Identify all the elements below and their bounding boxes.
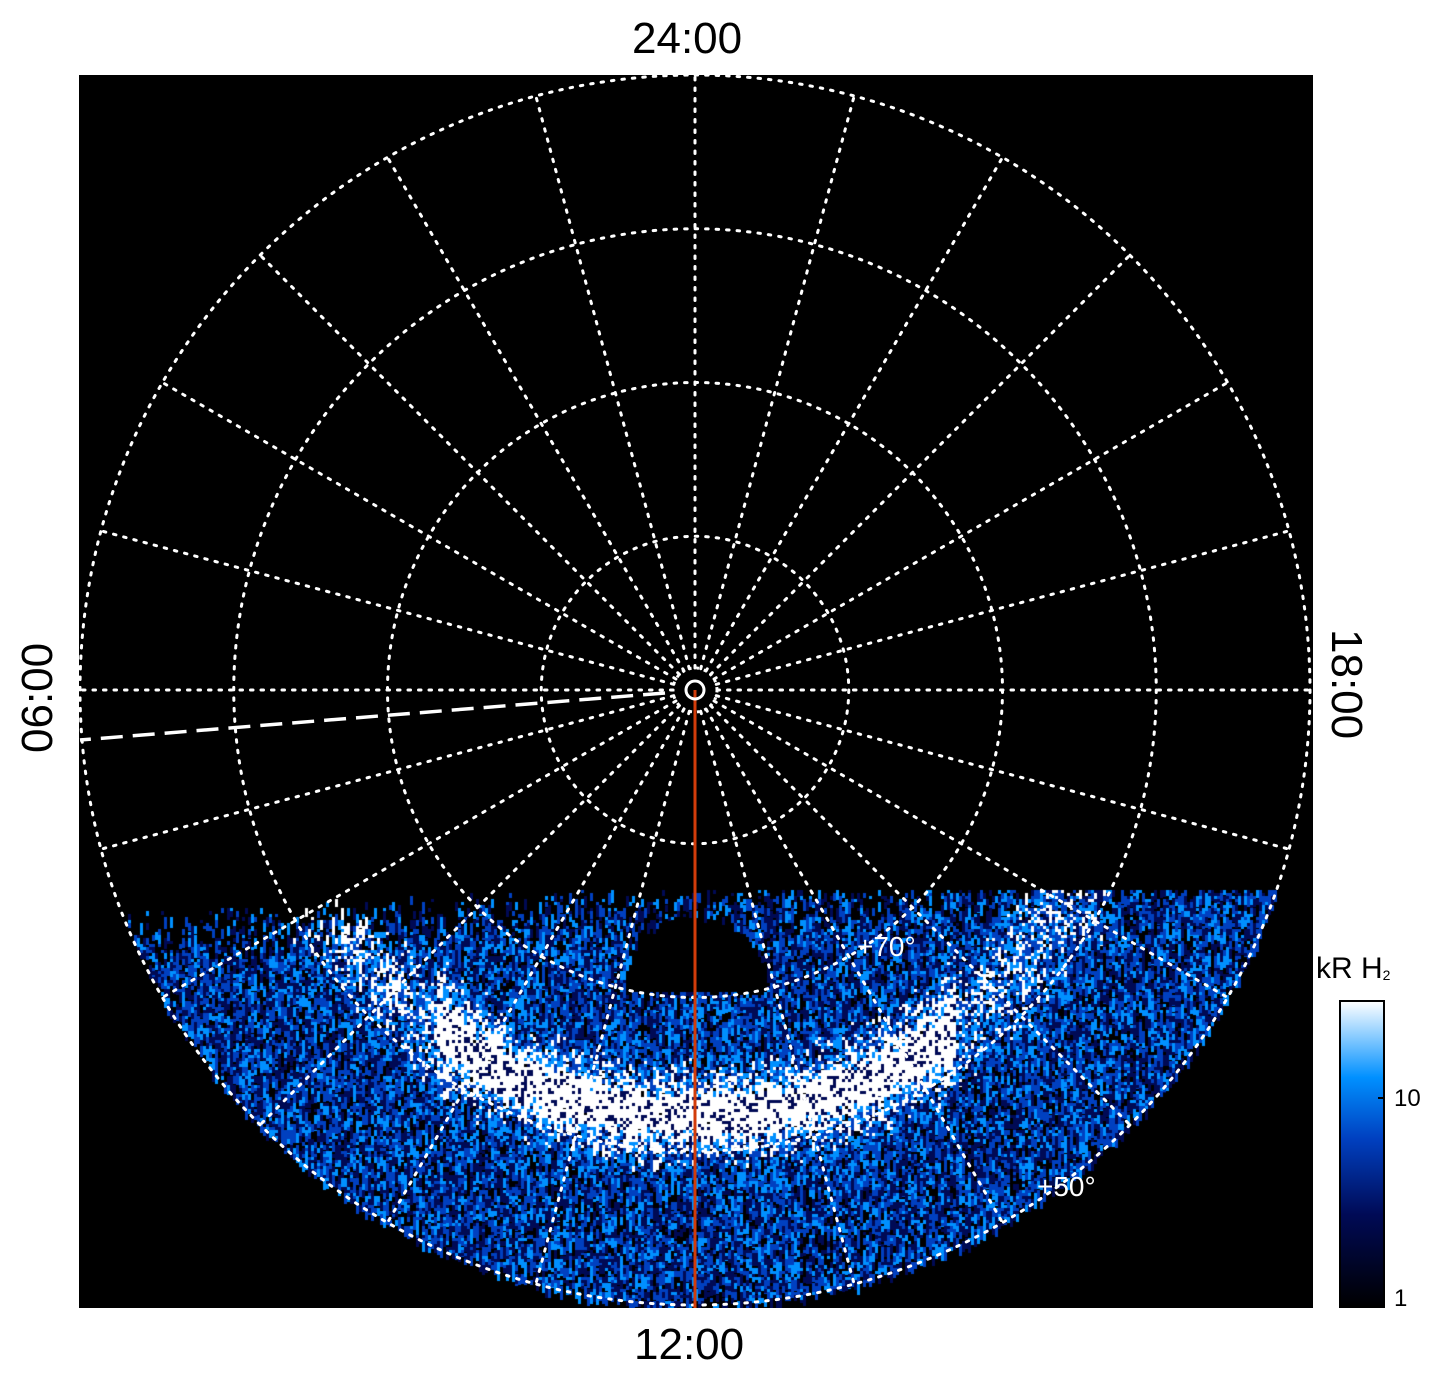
meridian-line [99, 529, 676, 686]
meridian-line [386, 707, 686, 1225]
meridian-line [704, 707, 1004, 1225]
colorbar [1339, 1000, 1385, 1308]
meridian-line [712, 699, 1230, 999]
meridian-line [714, 529, 1291, 686]
meridian-line [534, 94, 691, 671]
colorbar-tick-label-10: 10 [1394, 1085, 1421, 1112]
meridian-line [709, 704, 1132, 1127]
meridian-line [258, 704, 681, 1127]
meridian-line [699, 709, 856, 1286]
meridian-line [699, 94, 856, 671]
meridian-line [712, 381, 1230, 681]
colorbar-title: kR H2 [1316, 952, 1390, 986]
meridian-line [99, 694, 676, 851]
colorbar-title-text: kR H [1316, 952, 1383, 985]
meridian-line [386, 155, 686, 673]
pole-marker [684, 679, 706, 701]
meridian-line [160, 381, 678, 681]
dashed-line [79, 691, 666, 742]
lat-label-50: +50° [1037, 1171, 1096, 1202]
colorbar-tick-label-1: 1 [1394, 1285, 1408, 1312]
meridian-line [160, 699, 678, 999]
label-06: 06:00 [13, 642, 62, 753]
meridian-line [258, 253, 681, 676]
meridian-line [714, 694, 1291, 851]
meridian-line [709, 253, 1132, 676]
label-24: 24:00 [632, 14, 743, 63]
colorbar-title-subscript: 2 [1382, 967, 1391, 983]
meridian-line [704, 155, 1004, 673]
lat-label-70: +70° [857, 931, 916, 962]
label-18: 18:00 [1322, 629, 1371, 740]
label-12: 12:00 [634, 1320, 745, 1369]
meridian-line [534, 709, 691, 1286]
